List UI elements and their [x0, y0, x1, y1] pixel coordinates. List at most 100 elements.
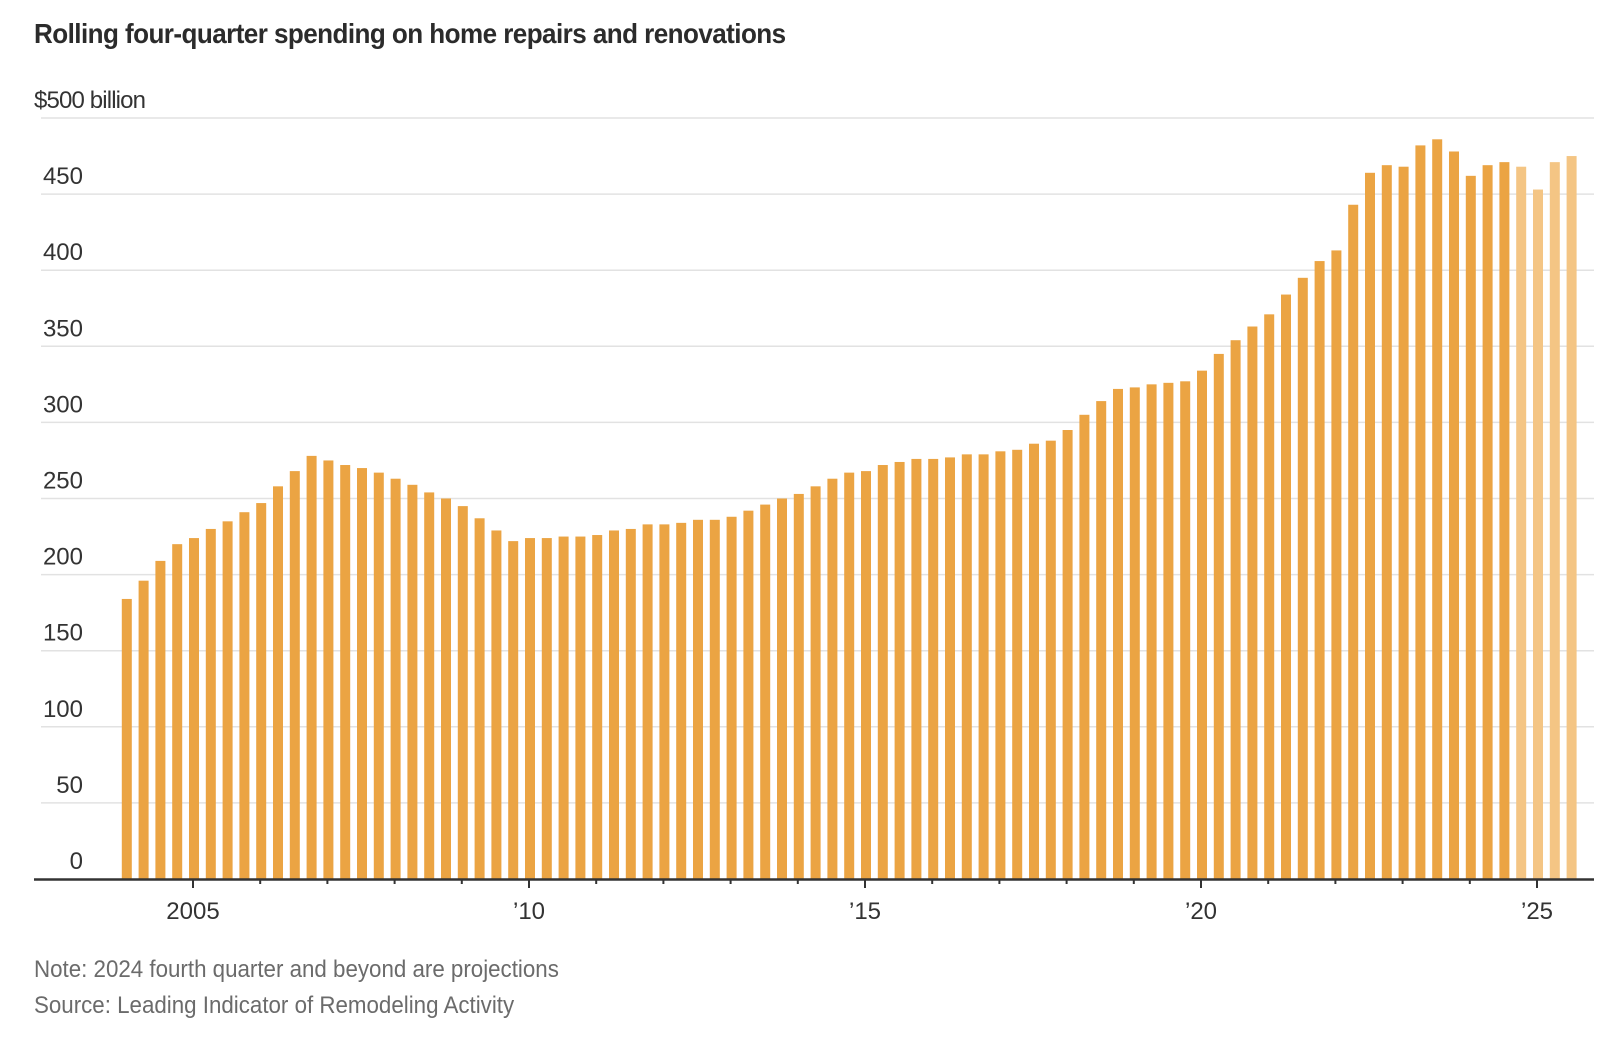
bar: [172, 544, 183, 879]
bar: [457, 506, 468, 879]
bar: [861, 471, 871, 879]
bar: [1314, 261, 1325, 879]
bar: [1079, 414, 1090, 879]
bar: [1281, 294, 1291, 879]
y-axis-labels: 0 50 100 150 200 250 300 350 400 450 $500 billion: [34, 87, 146, 875]
chart-source: Source: Leading Indicator of Remodeling …: [34, 992, 515, 1019]
bar: [1062, 430, 1073, 879]
bar: [1197, 370, 1207, 879]
bar: [239, 512, 250, 879]
bar: [1348, 204, 1359, 879]
bar: [306, 455, 317, 879]
y-tick-label: 200: [43, 544, 83, 571]
bar: [155, 560, 166, 879]
bar: [625, 528, 636, 879]
bar: [743, 510, 754, 879]
bar: [1163, 382, 1174, 879]
bar: [273, 486, 283, 879]
x-tick-label: 2005: [166, 898, 219, 925]
bar: [793, 493, 804, 879]
bar: [1113, 388, 1123, 879]
bar: [1482, 165, 1493, 879]
bar: [911, 458, 922, 879]
bar: [323, 460, 334, 879]
bar: [357, 468, 367, 879]
y-tick-label: 350: [43, 315, 83, 342]
bar: [289, 471, 300, 879]
y-tick-label: 250: [43, 468, 83, 495]
y-tick-label: 300: [43, 391, 83, 418]
bar: [1398, 166, 1409, 880]
bar: [373, 472, 384, 879]
bar: [877, 465, 888, 879]
bar: [1213, 353, 1224, 879]
y-tick-label: 0: [70, 848, 83, 875]
bar: [777, 498, 787, 879]
bar: [491, 530, 502, 879]
bar: [659, 524, 670, 879]
bar: [894, 461, 905, 879]
bar: [1129, 387, 1140, 879]
bar: [541, 538, 552, 879]
bar: [1230, 340, 1241, 879]
bar: [1012, 449, 1023, 879]
bar: [1180, 381, 1191, 879]
bar: [1045, 440, 1056, 879]
bar: [810, 486, 821, 879]
bar-projection: [1549, 162, 1560, 879]
bar: [407, 484, 418, 879]
bar: [995, 451, 1006, 879]
bar: [693, 519, 703, 879]
x-axis: 2005 ’10 ’15 ’20 ’25: [34, 878, 1594, 925]
bar: [340, 465, 351, 879]
bar: [474, 518, 485, 879]
bar: [1499, 162, 1510, 879]
bar: [558, 536, 569, 879]
bar: [592, 535, 603, 879]
bar: [575, 536, 586, 879]
bar: [945, 457, 955, 879]
bar: [1449, 151, 1459, 879]
bar: [121, 598, 132, 879]
bar: [205, 528, 216, 879]
y-tick-label: 400: [43, 239, 83, 266]
bar: [189, 538, 199, 879]
bar: [760, 504, 771, 879]
bar: [844, 472, 855, 879]
bar: [827, 478, 838, 879]
bar: [928, 458, 939, 879]
bar: [1415, 145, 1426, 879]
bar: [961, 454, 972, 879]
bar-projection: [1516, 166, 1527, 880]
bar: [642, 524, 653, 879]
x-tick-label: ’20: [1185, 898, 1217, 925]
bar: [1381, 165, 1392, 879]
bar: [1432, 139, 1443, 880]
bar: [1465, 175, 1476, 879]
bars: [121, 139, 1577, 880]
bar: [609, 530, 619, 879]
x-tick-label: ’25: [1521, 898, 1553, 925]
bar: [1264, 314, 1275, 879]
y-tick-label: 150: [43, 620, 83, 647]
bar: [676, 522, 687, 879]
y-tick-label: $500 billion: [34, 87, 146, 114]
bar-projection: [1566, 156, 1577, 880]
chart-title: Rolling four-quarter spending on home re…: [34, 18, 786, 49]
y-tick-label: 450: [43, 163, 83, 190]
bar-projection: [1533, 189, 1543, 879]
bar: [256, 503, 267, 879]
bar: [390, 478, 401, 879]
bar: [508, 541, 519, 879]
bar: [709, 519, 720, 879]
bar: [978, 454, 989, 879]
bar: [726, 516, 737, 879]
bar: [1146, 384, 1157, 879]
bar: [525, 538, 535, 879]
bar: [1247, 326, 1258, 879]
bar: [1331, 250, 1342, 879]
bar: [1029, 443, 1039, 879]
bar: [222, 521, 233, 879]
chart-note: Note: 2024 fourth quarter and beyond are…: [34, 956, 559, 983]
